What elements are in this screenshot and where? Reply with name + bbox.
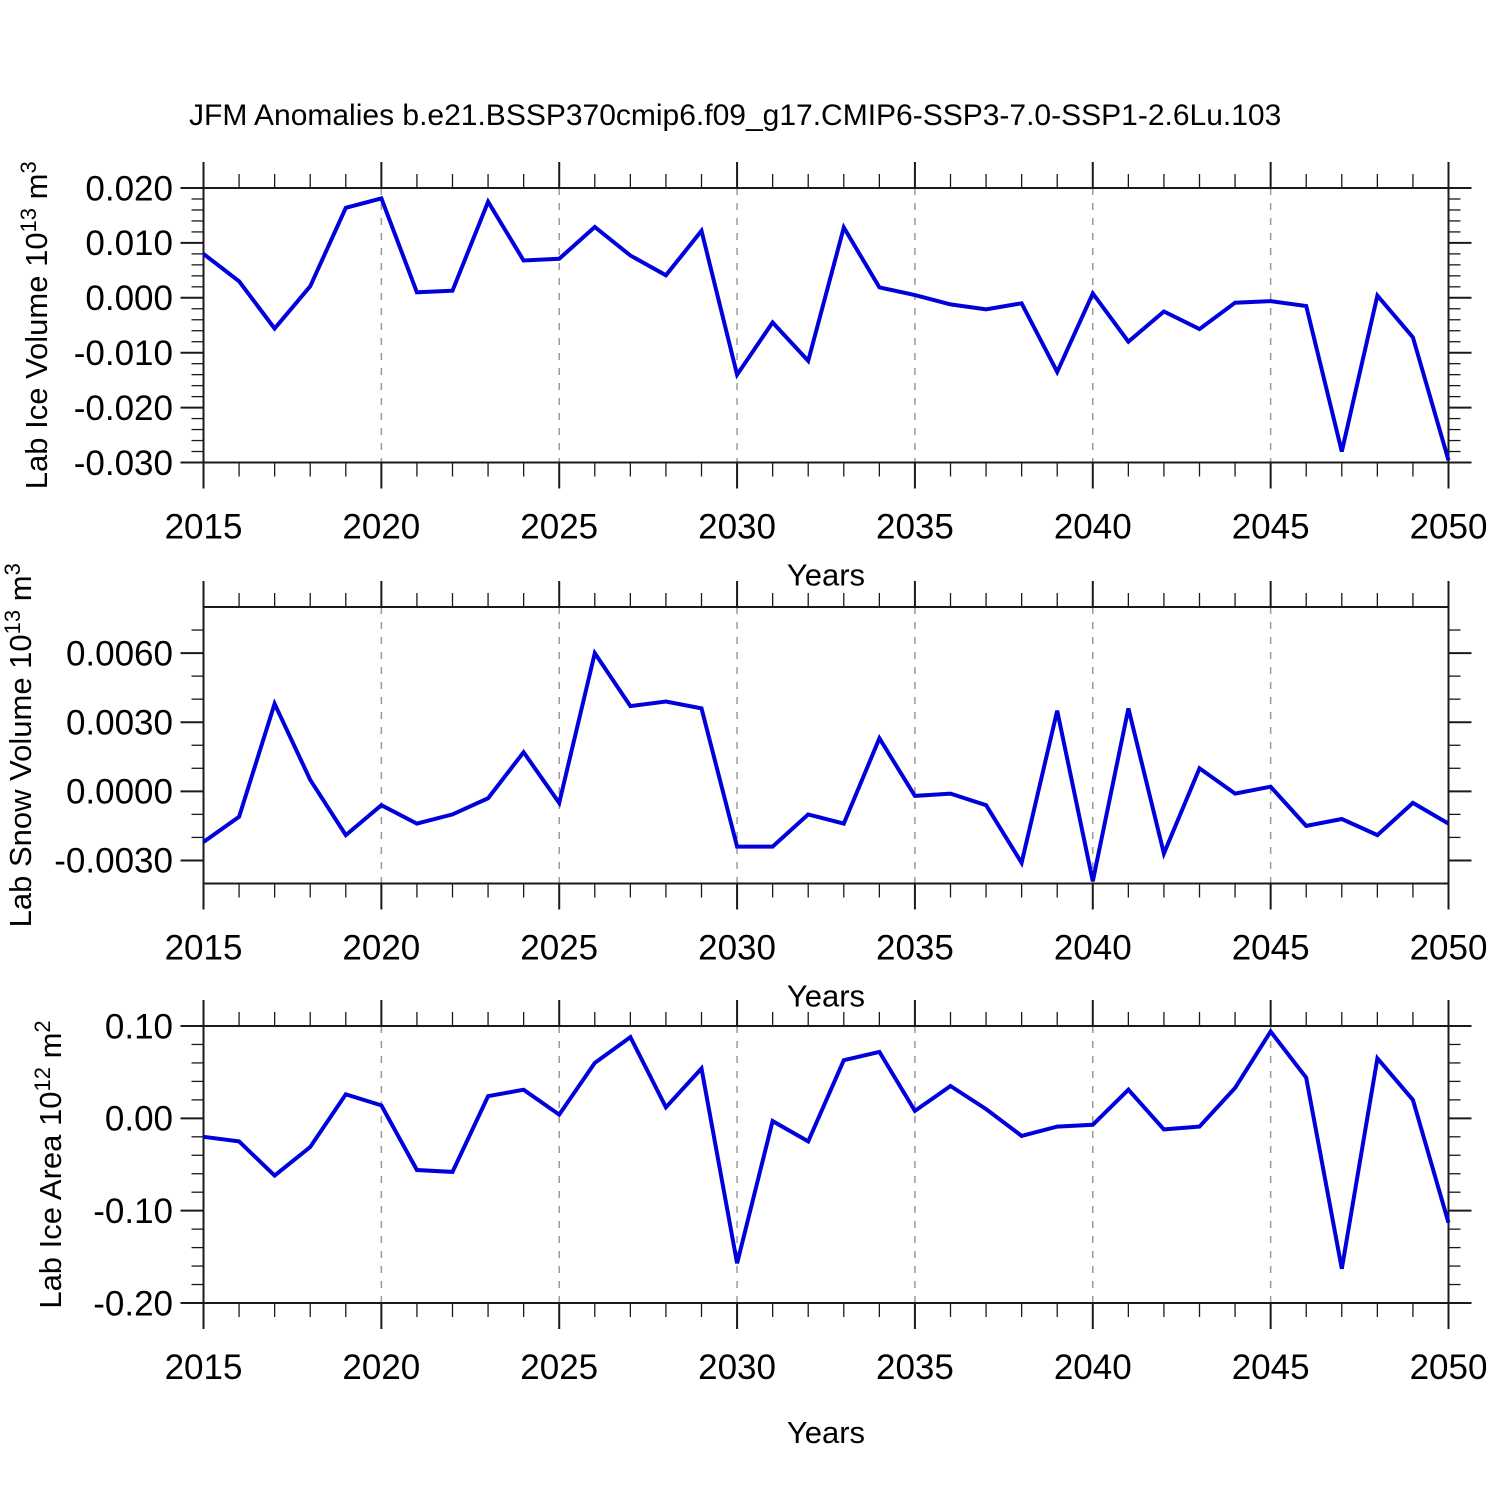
y-tick-label: 0.020 [85, 169, 173, 208]
gridlines [380, 1026, 1272, 1303]
y-tick-label: -0.030 [74, 444, 173, 483]
y-tick-label: -0.020 [74, 389, 173, 428]
x-ticks [202, 162, 1450, 489]
y-tick-label: 0.0060 [66, 634, 173, 673]
x-tick-label: 2020 [342, 508, 420, 547]
x-tick-label: 2040 [1054, 929, 1132, 968]
x-ticks [202, 581, 1450, 910]
plot-frame [202, 606, 1450, 885]
y-axis-title: Lab Ice Volume 1013 m3 [16, 161, 54, 489]
x-axis-title: Years [787, 1415, 865, 1450]
x-tick-label: 2035 [876, 1348, 954, 1387]
x-tick-label: 2015 [165, 1348, 243, 1387]
x-axis-title: Years [787, 979, 865, 1014]
x-tick-label: 2035 [876, 929, 954, 968]
x-tick-label: 2015 [165, 508, 243, 547]
x-tick-label: 2050 [1410, 1348, 1488, 1387]
x-tick-label: 2045 [1232, 929, 1310, 968]
y-tick-label: -0.10 [93, 1192, 173, 1231]
x-tick-labels: 2015 2020 2025 2030 2035 2040 2045 2050 [165, 1348, 1488, 1387]
y-tick-labels: 0.0060 0.0030 0.0000 -0.0030 [54, 634, 173, 880]
x-tick-label: 2035 [876, 508, 954, 547]
x-tick-label: 2025 [520, 1348, 598, 1387]
y-tick-label: 0.0030 [66, 703, 173, 742]
x-tick-label: 2020 [342, 929, 420, 968]
gridlines [380, 607, 1272, 884]
plot-frame [202, 187, 1450, 464]
y-tick-labels: 0.020 0.010 0.000 -0.010 -0.020 -0.030 [74, 169, 173, 483]
x-tick-label: 2040 [1054, 1348, 1132, 1387]
x-tick-label: 2030 [698, 1348, 776, 1387]
y-axis-title: Lab Ice Area 1012 m2 [30, 1020, 68, 1308]
x-axis-title: Years [787, 558, 865, 593]
plot-frame [202, 1025, 1450, 1304]
y-ticks [180, 1025, 1472, 1304]
x-tick-label: 2045 [1232, 508, 1310, 547]
y-tick-labels: 0.10 0.00 -0.10 -0.20 [93, 1007, 173, 1323]
x-tick-label: 2015 [165, 929, 243, 968]
y-tick-label: -0.0030 [54, 842, 173, 881]
x-tick-label: 2050 [1410, 508, 1488, 547]
y-tick-label: -0.20 [93, 1284, 173, 1323]
x-tick-label: 2030 [698, 929, 776, 968]
panel-ice-volume: 0.020 0.010 0.000 -0.010 -0.020 -0.030 2015 202… [16, 161, 1487, 592]
x-tick-label: 2025 [520, 929, 598, 968]
y-ticks [180, 629, 1472, 862]
x-tick-labels: 2015 2020 2025 2030 2035 2040 2045 2050 [165, 929, 1488, 968]
x-tick-label: 2025 [520, 508, 598, 547]
ice-area-series-line [203, 1028, 1451, 1270]
x-tick-label: 2050 [1410, 929, 1488, 968]
y-tick-label: 0.00 [105, 1100, 173, 1139]
panel-snow-volume: 0.0060 0.0030 0.0000 -0.0030 2015 2020 2025 203… [0, 563, 1487, 1013]
y-ticks [180, 187, 1472, 464]
x-tick-label: 2030 [698, 508, 776, 547]
y-tick-label: 0.000 [85, 279, 173, 318]
x-ticks [202, 1000, 1450, 1329]
y-tick-label: 0.10 [105, 1007, 173, 1046]
y-tick-label: 0.0000 [66, 773, 173, 812]
gridlines [380, 188, 1272, 463]
snow-volume-series-line [202, 648, 1450, 882]
y-tick-label: -0.010 [74, 334, 173, 373]
y-tick-label: 0.010 [85, 224, 173, 263]
chart-title: JFM Anomalies b.e21.BSSP370cmip6.f09_g17… [189, 99, 1282, 132]
x-tick-label: 2040 [1054, 508, 1132, 547]
x-tick-labels: 2015 2020 2025 2030 2035 2040 2045 2050 [165, 508, 1488, 547]
y-axis-title: Lab Snow Volume 1013 m3 [0, 563, 38, 927]
x-tick-label: 2045 [1232, 1348, 1310, 1387]
x-tick-label: 2020 [342, 1348, 420, 1387]
ice-volume-series-line [202, 196, 1451, 461]
